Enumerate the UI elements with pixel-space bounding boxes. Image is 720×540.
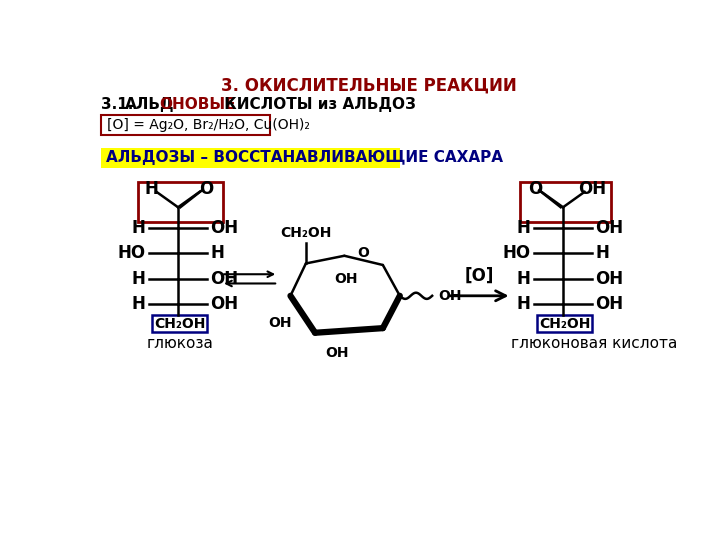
Text: H: H	[595, 245, 609, 262]
Text: 3.1.: 3.1.	[101, 97, 139, 112]
Text: H: H	[517, 270, 531, 288]
FancyBboxPatch shape	[138, 182, 222, 222]
Text: OH: OH	[210, 219, 238, 237]
Text: H: H	[517, 219, 531, 237]
Text: OH: OH	[595, 219, 624, 237]
Text: OH: OH	[595, 295, 624, 313]
Text: OH: OH	[210, 270, 238, 288]
Text: CH₂OH: CH₂OH	[154, 316, 205, 330]
Text: H: H	[132, 270, 145, 288]
FancyBboxPatch shape	[520, 182, 611, 222]
Text: OH: OH	[334, 272, 358, 286]
Text: O: O	[528, 180, 542, 198]
Text: O: O	[199, 180, 213, 198]
Text: OH: OH	[578, 180, 606, 198]
Text: CH₂OH: CH₂OH	[280, 226, 331, 240]
Text: глюконовая кислота: глюконовая кислота	[510, 336, 677, 351]
FancyBboxPatch shape	[152, 315, 207, 332]
FancyBboxPatch shape	[101, 115, 271, 135]
Text: OH: OH	[210, 295, 238, 313]
Text: H: H	[132, 295, 145, 313]
Text: OH: OH	[325, 346, 348, 360]
Text: HO: HO	[117, 245, 145, 262]
Text: CH₂OH: CH₂OH	[539, 316, 590, 330]
Text: O: O	[358, 246, 369, 260]
Text: OH: OH	[595, 270, 624, 288]
Text: H: H	[145, 180, 159, 198]
Text: [O] = Ag₂O, Br₂/H₂O, Cu(OH)₂: [O] = Ag₂O, Br₂/H₂O, Cu(OH)₂	[107, 118, 310, 132]
FancyBboxPatch shape	[101, 148, 400, 168]
Text: [O]: [O]	[465, 267, 494, 285]
FancyBboxPatch shape	[537, 315, 593, 332]
Text: АЛЬДОЗЫ – ВОССТАНАВЛИВАЮЩИЕ САХАРА: АЛЬДОЗЫ – ВОССТАНАВЛИВАЮЩИЕ САХАРА	[106, 151, 503, 165]
Text: КИСЛОТЫ из АЛЬДОЗ: КИСЛОТЫ из АЛЬДОЗ	[219, 97, 415, 112]
Text: H: H	[132, 219, 145, 237]
Text: H: H	[210, 245, 224, 262]
Text: 3. ОКИСЛИТЕЛЬНЫЕ РЕАКЦИИ: 3. ОКИСЛИТЕЛЬНЫЕ РЕАКЦИИ	[221, 76, 517, 94]
Text: HO: HO	[503, 245, 531, 262]
Text: OH: OH	[438, 289, 462, 303]
Text: АЛЬД: АЛЬД	[125, 97, 174, 112]
Text: глюкоза: глюкоза	[146, 336, 213, 351]
Text: ОНОВЫЕ: ОНОВЫЕ	[159, 97, 235, 112]
Text: OH: OH	[268, 316, 292, 330]
Text: H: H	[517, 295, 531, 313]
